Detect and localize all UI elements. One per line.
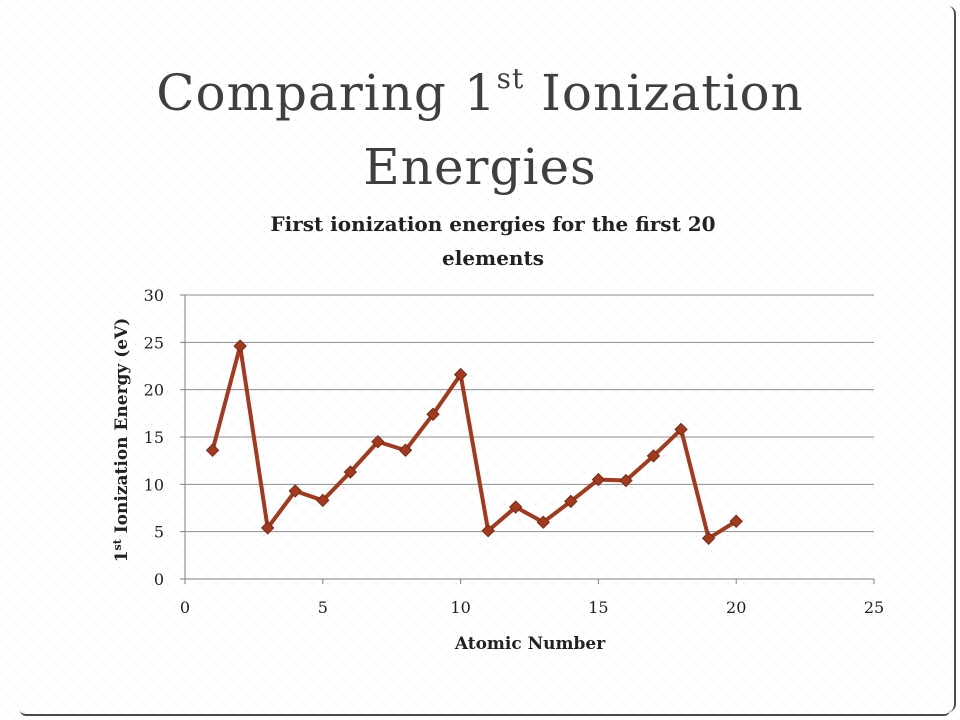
slide-title: Comparing 1st Ionization Energies	[0, 56, 960, 204]
data-point	[646, 449, 661, 463]
data-point	[674, 422, 688, 437]
y-axis-title-text-b: Ionization Energy (eV)	[112, 318, 132, 540]
chart-title-line-2: elements	[442, 246, 544, 270]
y-tick-label: 5	[154, 523, 164, 542]
y-tick-label: 20	[144, 381, 164, 400]
data-point	[481, 524, 495, 538]
series-line	[210, 344, 738, 541]
data-point	[619, 473, 633, 488]
y-axis-title-text-a: 1	[112, 550, 132, 562]
data-point	[371, 435, 385, 449]
data-point	[564, 494, 578, 509]
x-tick-label: 20	[726, 598, 746, 617]
tick-labels: 0 5 10 15 20 25 0 5 10 15 20 25 30	[144, 286, 885, 617]
x-tick-label: 25	[864, 598, 884, 617]
slide-frame-right-edge	[948, 6, 956, 712]
chart-title-line-1: First ionization energies for the first …	[270, 212, 715, 236]
data-point	[426, 407, 440, 421]
y-tick-label: 15	[144, 428, 164, 447]
data-point	[398, 443, 413, 457]
y-axis-title-superscript: st	[111, 538, 124, 550]
slide-title-line-2: Energies	[363, 138, 597, 196]
slide-title-superscript: st	[496, 62, 525, 95]
gridlines	[185, 294, 874, 533]
data-point	[509, 500, 523, 514]
y-tick-label: 10	[144, 475, 164, 494]
data-point	[260, 521, 275, 535]
x-axis-title: Atomic Number	[454, 634, 606, 654]
slide-frame-bottom-edge	[20, 710, 950, 716]
x-tick-label: 15	[588, 598, 608, 617]
series	[205, 339, 743, 546]
data-point	[729, 514, 743, 528]
data-point	[316, 493, 330, 508]
slide-title-line-1: Comparing 1st Ionization	[0, 56, 960, 130]
data-point	[288, 484, 302, 498]
data-point	[701, 531, 716, 546]
x-tick-label: 5	[318, 598, 328, 617]
data-point	[205, 443, 220, 457]
data-point	[591, 472, 606, 487]
y-tick-label: 25	[144, 333, 164, 352]
data-point	[453, 367, 468, 382]
x-tick-label: 0	[180, 598, 190, 617]
y-tick-label: 30	[144, 286, 164, 305]
data-point	[233, 339, 247, 353]
y-tick-label: 0	[154, 570, 164, 589]
data-point	[536, 515, 550, 529]
y-axis-title: 1st Ionization Energy (eV)	[111, 318, 132, 563]
slide-title-text-a: Comparing 1	[156, 64, 497, 122]
axes	[180, 294, 875, 584]
slide-title-text-b: Ionization	[524, 64, 804, 122]
x-tick-label: 10	[450, 598, 470, 617]
data-point	[343, 465, 358, 479]
